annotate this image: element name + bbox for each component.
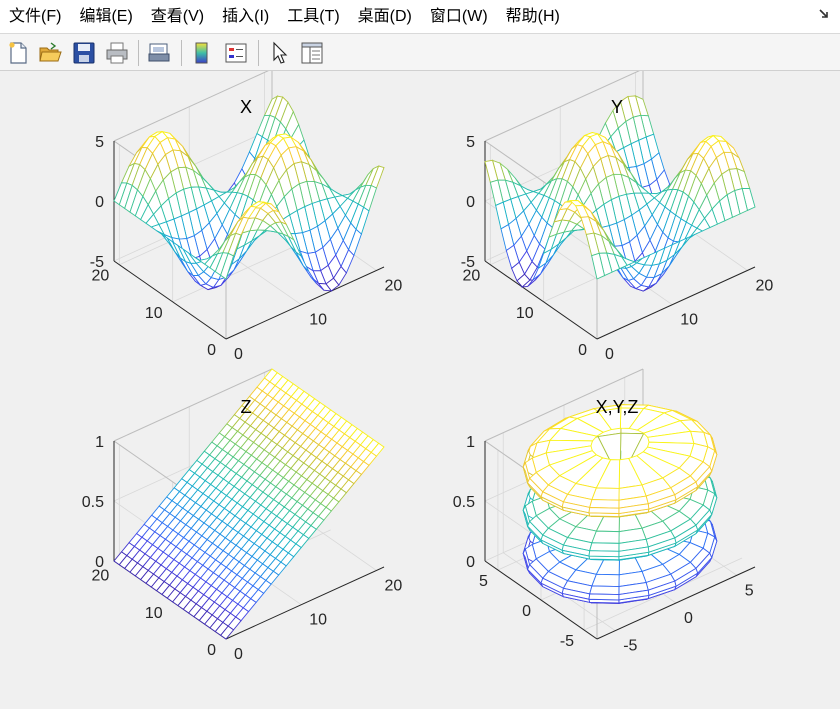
menu-help[interactable]: 帮助(H): [505, 8, 560, 25]
y-tick-label: 0: [522, 603, 531, 620]
z-tick-label: -5: [90, 254, 104, 271]
y-tick-label: 0: [578, 342, 587, 359]
pointer-icon[interactable]: [266, 40, 292, 66]
mesh-cell: [589, 542, 620, 552]
menu-tools[interactable]: 工具(T): [287, 8, 340, 25]
mesh-cell: [589, 585, 620, 596]
box-edge: [484, 68, 644, 142]
x-axis: [596, 266, 756, 340]
mesh-cell: [591, 530, 620, 544]
menu-file[interactable]: 文件(F): [9, 8, 62, 25]
menu-insert[interactable]: 插入(I): [222, 8, 270, 25]
x-tick-label: 20: [384, 277, 402, 294]
chart-title: Z: [241, 397, 252, 417]
x-tick-label: 10: [309, 312, 327, 329]
print-preview-icon[interactable]: [146, 40, 172, 66]
mesh-cell: [591, 573, 620, 588]
y-tick-label: -5: [560, 633, 574, 650]
z-tick-label: 1: [466, 434, 475, 451]
x-tick-label: -5: [623, 638, 637, 655]
x-tick-label: 0: [234, 646, 243, 663]
z-tick-label: 0: [95, 194, 104, 211]
z-tick-label: 5: [95, 134, 104, 151]
y-tick-label: 20: [92, 268, 110, 285]
x-tick-label: 5: [745, 582, 754, 599]
y-tick-label: 0: [207, 642, 216, 659]
mesh-cell: [220, 252, 235, 280]
y-tick-label: 20: [92, 568, 110, 585]
x-tick-label: 10: [309, 612, 327, 629]
property-inspector-icon[interactable]: [299, 40, 325, 66]
colorbar-icon[interactable]: [189, 40, 215, 66]
toolbar: [0, 33, 840, 71]
z-tick-label: 1: [95, 434, 104, 451]
menu-view[interactable]: 查看(V): [150, 8, 205, 25]
open-folder-icon[interactable]: [37, 40, 63, 66]
print-icon[interactable]: [104, 40, 130, 66]
y-tick-label: 5: [479, 573, 488, 590]
menu-bar: 文件(F) 编辑(E) 查看(V) 插入(I) 工具(T) 桌面(D) 窗口(W…: [0, 0, 840, 33]
y-tick-label: 10: [145, 305, 163, 322]
mesh-cell: [591, 487, 620, 501]
box-edge: [113, 368, 273, 442]
mesh-surface: [522, 404, 718, 604]
x-axis: [225, 266, 385, 340]
legend-icon[interactable]: [223, 40, 249, 66]
chart-title: X: [240, 97, 252, 117]
figure-canvas: 0 10 20 0 10 20 -5 0 5 X 0 10 20 0 10 20 -5 0 5 Y 0 10 20 0 10…: [0, 68, 840, 704]
mesh-cell: [588, 507, 620, 514]
mesh-cell: [588, 593, 620, 601]
mesh-surface: [113, 95, 385, 292]
toolbar-separator: [258, 40, 259, 66]
box-edge: [484, 368, 644, 442]
y-tick-label: 0: [207, 342, 216, 359]
z-tick-label: 0: [466, 194, 475, 211]
y-axis: [484, 260, 598, 340]
x-tick-label: 10: [680, 312, 698, 329]
toolbar-separator: [138, 40, 139, 66]
x-tick-label: 20: [384, 577, 402, 594]
z-tick-label: 5: [466, 134, 475, 151]
mesh-surface: [484, 95, 756, 292]
mesh-cell: [588, 550, 620, 558]
x-axis: [596, 566, 756, 640]
toolbar-separator: [181, 40, 182, 66]
x-tick-label: 20: [755, 277, 773, 294]
save-icon[interactable]: [71, 40, 97, 66]
z-tick-label: 0.5: [453, 494, 475, 511]
y-axis: [484, 560, 598, 640]
x-tick-label: 0: [234, 346, 243, 363]
z-tick-label: -5: [461, 254, 475, 271]
y-tick-label: 10: [145, 605, 163, 622]
z-tick-label: 0.5: [82, 494, 104, 511]
y-axis: [113, 260, 227, 340]
mesh-cell: [220, 625, 235, 640]
x-tick-label: 0: [684, 610, 693, 627]
menu-desktop[interactable]: 桌面(D): [357, 8, 412, 25]
y-tick-label: 10: [516, 305, 534, 322]
mesh-cell: [591, 252, 606, 280]
mesh-surface: [113, 368, 385, 640]
z-tick-label: 0: [466, 554, 475, 571]
chart-title: Y: [611, 97, 623, 117]
z-tick-label: 0: [95, 554, 104, 571]
y-tick-label: 20: [463, 268, 481, 285]
x-axis: [225, 566, 385, 640]
mesh-cell: [589, 499, 620, 509]
x-tick-label: 0: [605, 346, 614, 363]
new-file-icon[interactable]: [5, 40, 31, 66]
box-edge: [113, 68, 273, 142]
menu-window[interactable]: 窗口(W): [429, 8, 488, 25]
dock-arrow-icon[interactable]: [818, 7, 832, 21]
menu-edit[interactable]: 编辑(E): [79, 8, 133, 25]
chart-title: X,Y,Z: [596, 397, 639, 417]
